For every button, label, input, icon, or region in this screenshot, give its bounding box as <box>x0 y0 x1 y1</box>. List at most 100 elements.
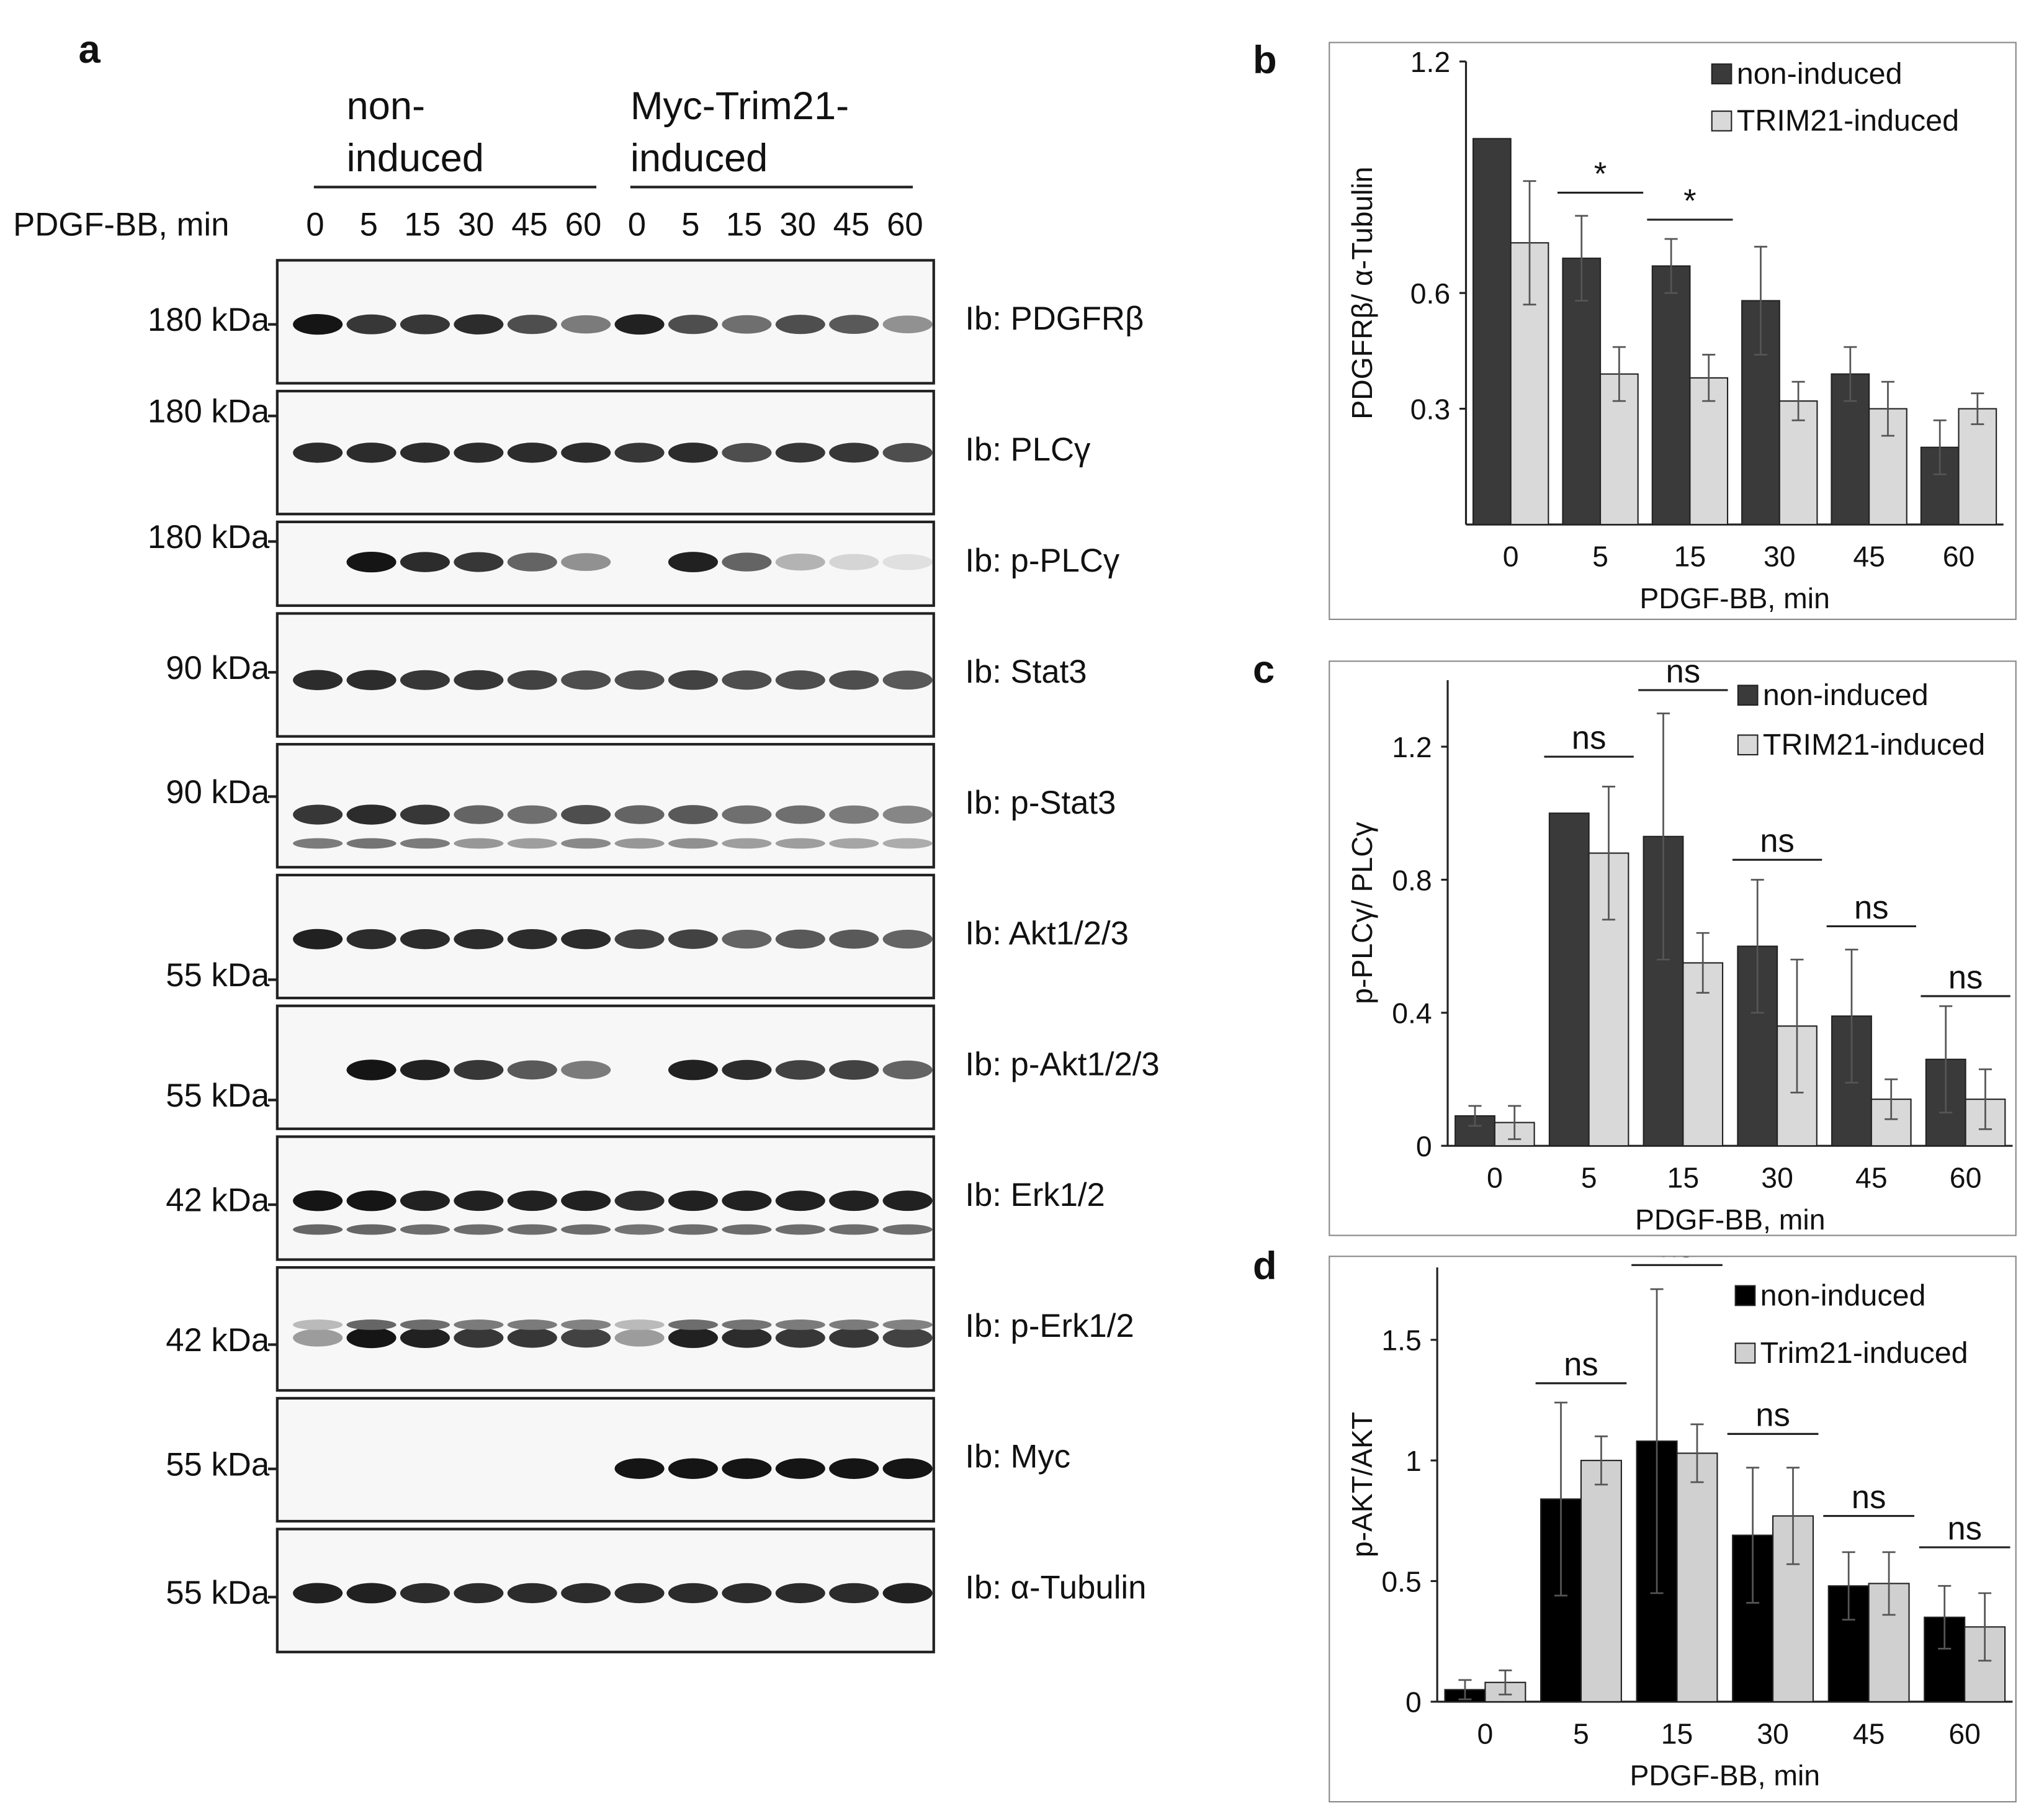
x-tick-label: 30 <box>1764 541 1796 573</box>
blot-band <box>454 443 504 463</box>
bar <box>1651 265 1691 526</box>
kda-marker: 55 kDa <box>166 1077 270 1115</box>
kda-tick <box>268 671 277 674</box>
blot-band <box>293 928 343 950</box>
blot-band <box>722 315 772 334</box>
y-axis-label: p-AKT/AKT <box>1346 1412 1378 1557</box>
blot-band <box>293 1190 343 1211</box>
blot-band <box>454 805 504 824</box>
blot-band <box>293 1583 343 1604</box>
kda-marker: 180 kDa <box>147 302 270 339</box>
chart-b: 0.3 0.6 1.2 PDGFRβ/ α-Tubulin 0 5 15 30 45 60 PDGF… <box>1329 42 2017 620</box>
panel-b-letter: b <box>1252 39 1277 83</box>
blot-band <box>400 314 450 335</box>
blot-band <box>614 838 665 849</box>
blot-band <box>346 1583 397 1604</box>
blot-band <box>722 1059 772 1081</box>
blot-band <box>722 1458 772 1479</box>
x-tick-label: 0 <box>1487 1162 1503 1194</box>
blot-band <box>882 443 933 462</box>
antibody-label: Ib: PLCγ <box>965 431 1091 469</box>
significance-label: ns <box>1572 720 1607 757</box>
group-underline-right <box>630 186 913 189</box>
blot-band <box>614 1458 665 1479</box>
kda-marker: 42 kDa <box>166 1322 270 1359</box>
significance-label: ns <box>1660 1257 1695 1264</box>
legend-label: non-induced <box>1763 678 1929 712</box>
blot-band <box>561 670 611 690</box>
blot-band <box>882 838 933 849</box>
bar <box>1580 1460 1622 1702</box>
blot-band <box>507 928 557 950</box>
blot-panel <box>276 1396 935 1523</box>
legend-label: non-induced <box>1760 1279 1926 1312</box>
blot-band <box>614 805 665 824</box>
kda-tick <box>268 1203 277 1207</box>
blot-band <box>722 838 772 849</box>
kda-tick <box>268 540 277 543</box>
significance-label: ns <box>1760 823 1795 860</box>
bar <box>1562 258 1602 526</box>
blot-band <box>668 1224 719 1235</box>
significance-label: ns <box>1854 889 1889 926</box>
kda-tick <box>268 1467 277 1470</box>
antibody-label: Ib: p-Akt1/2/3 <box>965 1046 1160 1084</box>
x-tick-label: 15 <box>1674 541 1706 573</box>
x-tick-label: 5 <box>1592 541 1608 573</box>
blot-band <box>775 443 825 463</box>
lane-label: 5 <box>359 206 378 243</box>
kda-marker: 55 kDa <box>166 957 270 994</box>
blot-band <box>722 930 772 949</box>
blot-band <box>346 928 397 950</box>
blot-band <box>668 1190 719 1211</box>
blot-band <box>507 1224 557 1235</box>
legend-label: non-induced <box>1737 57 1903 91</box>
blot-band <box>829 670 879 690</box>
y-tick-label: 1.5 <box>1381 1324 1421 1357</box>
blot-band <box>775 1319 825 1330</box>
significance-label: * <box>1594 156 1607 192</box>
y-axis-label: p-PLCγ/ PLCγ <box>1346 821 1378 1004</box>
blot-band <box>400 552 450 572</box>
legend-swatch <box>1711 63 1732 84</box>
lane-label: 15 <box>404 206 441 243</box>
blot-band <box>882 315 933 333</box>
blot-band <box>722 1583 772 1604</box>
lane-label: 45 <box>511 206 548 243</box>
blot-band <box>668 670 719 690</box>
blot-band <box>454 1583 504 1604</box>
blot-band <box>775 670 825 690</box>
blot-panel <box>276 612 935 738</box>
blot-band <box>400 1328 450 1348</box>
blot-band <box>668 1328 719 1348</box>
blot-band <box>614 1319 665 1330</box>
blot-band <box>454 1328 504 1348</box>
blot-band <box>829 1328 879 1348</box>
lane-label: 45 <box>833 206 870 243</box>
y-tick-label: 0 <box>1416 1130 1432 1162</box>
y-tick-label: 0 <box>1405 1686 1422 1719</box>
blot-band <box>775 1060 825 1080</box>
blot-band <box>507 1328 557 1348</box>
x-tick-label: 0 <box>1477 1717 1494 1750</box>
blot-band <box>561 838 611 849</box>
blot-band <box>668 552 719 573</box>
legend-label: TRIM21-induced <box>1737 104 1959 138</box>
blot-band <box>882 1190 933 1211</box>
x-tick-label: 30 <box>1761 1162 1793 1194</box>
antibody-label: Ib: p-PLCγ <box>965 542 1120 580</box>
lane-label: 60 <box>565 206 602 243</box>
y-tick-label: 0.4 <box>1392 997 1432 1030</box>
blot-band <box>561 1319 611 1330</box>
significance-label: ns <box>1666 662 1701 690</box>
blot-band <box>722 1328 772 1348</box>
blot-panel <box>276 873 935 1000</box>
blot-band <box>722 670 772 690</box>
blot-band <box>882 1458 933 1479</box>
group-label-trim21-induced: Myc-Trim21- induced <box>630 84 849 181</box>
blot-band <box>882 1319 933 1330</box>
legend-swatch <box>1734 1342 1756 1364</box>
blot-band <box>614 670 665 690</box>
significance-label: ns <box>1564 1346 1598 1383</box>
blot-band <box>507 1060 557 1080</box>
